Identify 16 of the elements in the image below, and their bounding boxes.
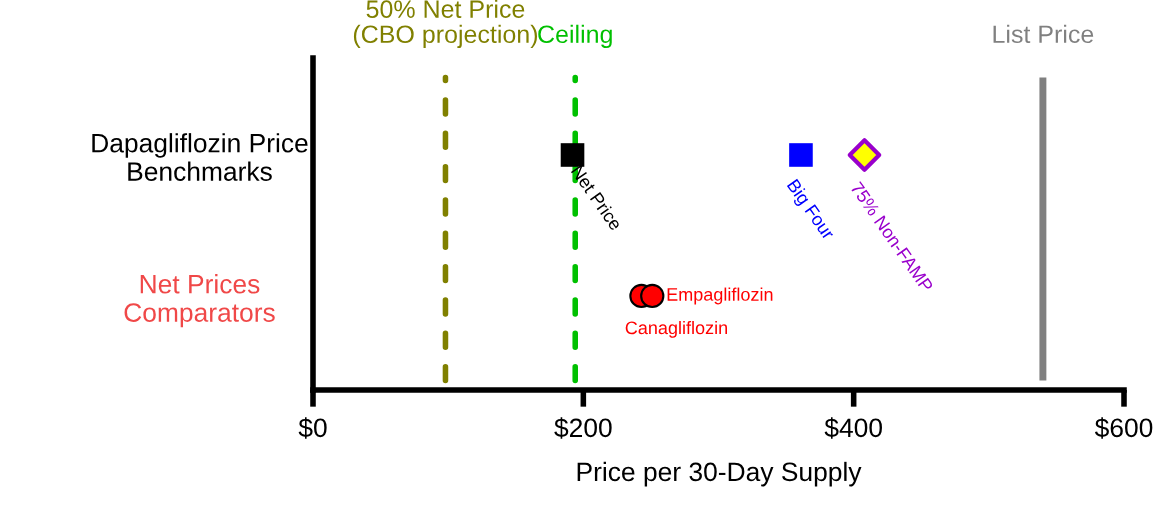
point bbox=[560, 143, 585, 167]
y-tick-label: Net Prices Comparators bbox=[124, 274, 275, 328]
point bbox=[789, 143, 813, 167]
x-tick-label: $600 bbox=[1094, 417, 1153, 439]
x-axis-title: Price per 30-Day Supply bbox=[577, 461, 862, 487]
ref-line-label: List Price bbox=[993, 24, 1094, 44]
y-tick-label: Dapagliflozin Price Benchmarks bbox=[92, 133, 308, 181]
ref-line-label: 50% Net Price (CBO projection) bbox=[353, 0, 537, 49]
series-label: Empagliflozin bbox=[667, 287, 773, 305]
series-label: Canagliflozin bbox=[625, 320, 727, 338]
x-tick-label: $0 bbox=[298, 417, 327, 439]
x-tick-label: $400 bbox=[824, 417, 882, 439]
point bbox=[847, 138, 882, 172]
point bbox=[640, 283, 665, 309]
ref-line-label: Ceiling bbox=[538, 24, 612, 49]
x-tick-label: $200 bbox=[554, 417, 612, 439]
